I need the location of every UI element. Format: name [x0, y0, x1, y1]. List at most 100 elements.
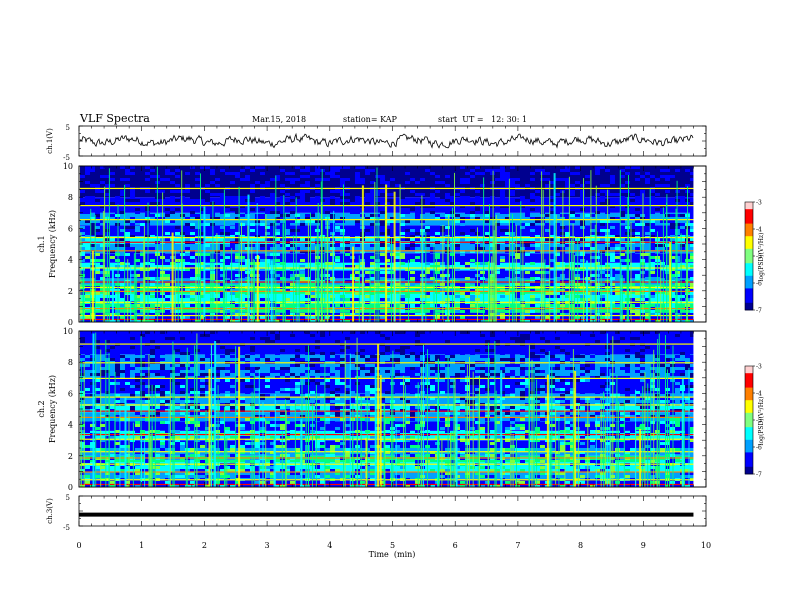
spectrogram-cell — [585, 346, 590, 349]
spectrogram-cell — [190, 268, 195, 271]
spectrogram-cell — [225, 367, 230, 370]
spectrogram-cell — [430, 388, 435, 391]
spectrogram-cell — [615, 232, 620, 235]
spectrogram-cell — [535, 196, 540, 199]
spectrogram-cell — [630, 271, 635, 274]
spectrogram-cell — [385, 331, 390, 334]
spectrogram-cell — [175, 376, 180, 379]
spectrogram-cell — [450, 202, 455, 205]
spectrogram-cell — [185, 184, 190, 187]
spectrogram-cell — [240, 409, 245, 412]
spectrogram-cell — [305, 394, 310, 397]
spectrogram-cell — [195, 229, 200, 232]
spectrogram-cell — [550, 199, 555, 202]
spectrogram-cell — [150, 277, 155, 280]
spectrogram-cell — [570, 331, 575, 334]
spectrogram-cell — [690, 388, 695, 391]
spectrogram-cell — [345, 334, 350, 337]
spectrogram-cell — [440, 385, 445, 388]
spectrogram-cell — [500, 229, 505, 232]
spectrogram-cell — [575, 166, 580, 169]
spectrogram-cell — [405, 304, 410, 307]
spectrogram-cell — [235, 355, 240, 358]
spectrogram-cell — [550, 355, 555, 358]
spectrogram-cell — [435, 358, 440, 361]
spectrogram-cell — [225, 373, 230, 376]
spectrogram-cell — [400, 178, 405, 181]
spectrogram-cell — [515, 331, 520, 334]
spectrogram-cell — [280, 388, 285, 391]
spectrogram-cell — [490, 169, 495, 172]
spectrogram-cell — [200, 394, 205, 397]
spectrogram-cell — [155, 352, 160, 355]
spectrogram-cell — [550, 235, 555, 238]
spectrogram-cell — [275, 178, 280, 181]
spectrogram-cell — [340, 208, 345, 211]
spectrogram-cell — [515, 256, 520, 259]
spectrogram-cell — [270, 382, 275, 385]
spectrogram-cell — [150, 256, 155, 259]
spectrogram-cell — [380, 400, 385, 403]
spectrogram-cell — [630, 235, 635, 238]
spectrogram-cell — [560, 388, 565, 391]
spectrogram-cell — [105, 382, 110, 385]
spectrogram-cell — [400, 373, 405, 376]
spectrogram-cell — [340, 226, 345, 229]
spectrogram-cell — [510, 181, 515, 184]
spectrogram-cell — [95, 400, 100, 403]
spectrogram-cell — [425, 205, 430, 208]
sferic-streak — [446, 239, 448, 322]
spectrogram-cell — [285, 337, 290, 340]
spectrogram-cell — [640, 355, 645, 358]
spectrogram-cell — [335, 259, 340, 262]
spectrogram-cell — [475, 211, 480, 214]
spectrogram-cell — [565, 229, 570, 232]
spectrogram-cell — [130, 337, 135, 340]
spectrogram-cell — [295, 238, 300, 241]
spectrogram-cell — [355, 265, 360, 268]
spectrogram-cell — [690, 358, 695, 361]
spectrogram-cell — [355, 205, 360, 208]
spectrogram-cell — [310, 292, 315, 295]
spectrogram-cell — [520, 223, 525, 226]
spectrogram-cell — [455, 268, 460, 271]
spectrogram-cell — [105, 337, 110, 340]
spectrogram-cell — [535, 388, 540, 391]
spectrogram-cell — [620, 238, 625, 241]
spectrogram-cell — [635, 391, 640, 394]
spectrogram-cell — [240, 196, 245, 199]
spectrogram-cell — [220, 169, 225, 172]
spectrogram-cell — [220, 295, 225, 298]
spectrogram-cell — [265, 253, 270, 256]
spectrogram-cell — [135, 376, 140, 379]
spectrogram-cell — [275, 391, 280, 394]
spectrogram-cell — [105, 391, 110, 394]
spectrogram-cell — [580, 223, 585, 226]
spectrogram-cell — [335, 397, 340, 400]
spectrogram-cell — [190, 418, 195, 421]
spectrogram-cell — [585, 181, 590, 184]
spectrogram-cell — [165, 172, 170, 175]
spectrogram-cell — [495, 379, 500, 382]
spectrogram-cell — [80, 379, 85, 382]
spectrogram-cell — [450, 205, 455, 208]
spectrogram-cell — [410, 391, 415, 394]
spectrogram-cell — [640, 190, 645, 193]
spectrogram-cell — [265, 232, 270, 235]
spectrogram-cell — [625, 388, 630, 391]
sferic-streak — [452, 207, 453, 322]
spectrogram-cell — [550, 229, 555, 232]
spectrogram-cell — [470, 349, 475, 352]
spectrogram-cell — [290, 238, 295, 241]
spectrogram-cell — [530, 283, 535, 286]
spectrogram-cell — [175, 367, 180, 370]
spectrogram-cell — [385, 352, 390, 355]
spectrogram-cell — [680, 334, 685, 337]
spectrogram-cell — [545, 256, 550, 259]
spectrogram-cell — [285, 316, 290, 319]
spectrogram-cell — [510, 394, 515, 397]
spectrogram-cell — [285, 193, 290, 196]
spectrogram-cell — [280, 373, 285, 376]
spectrogram-cell — [250, 208, 255, 211]
spectrogram-cell — [315, 184, 320, 187]
